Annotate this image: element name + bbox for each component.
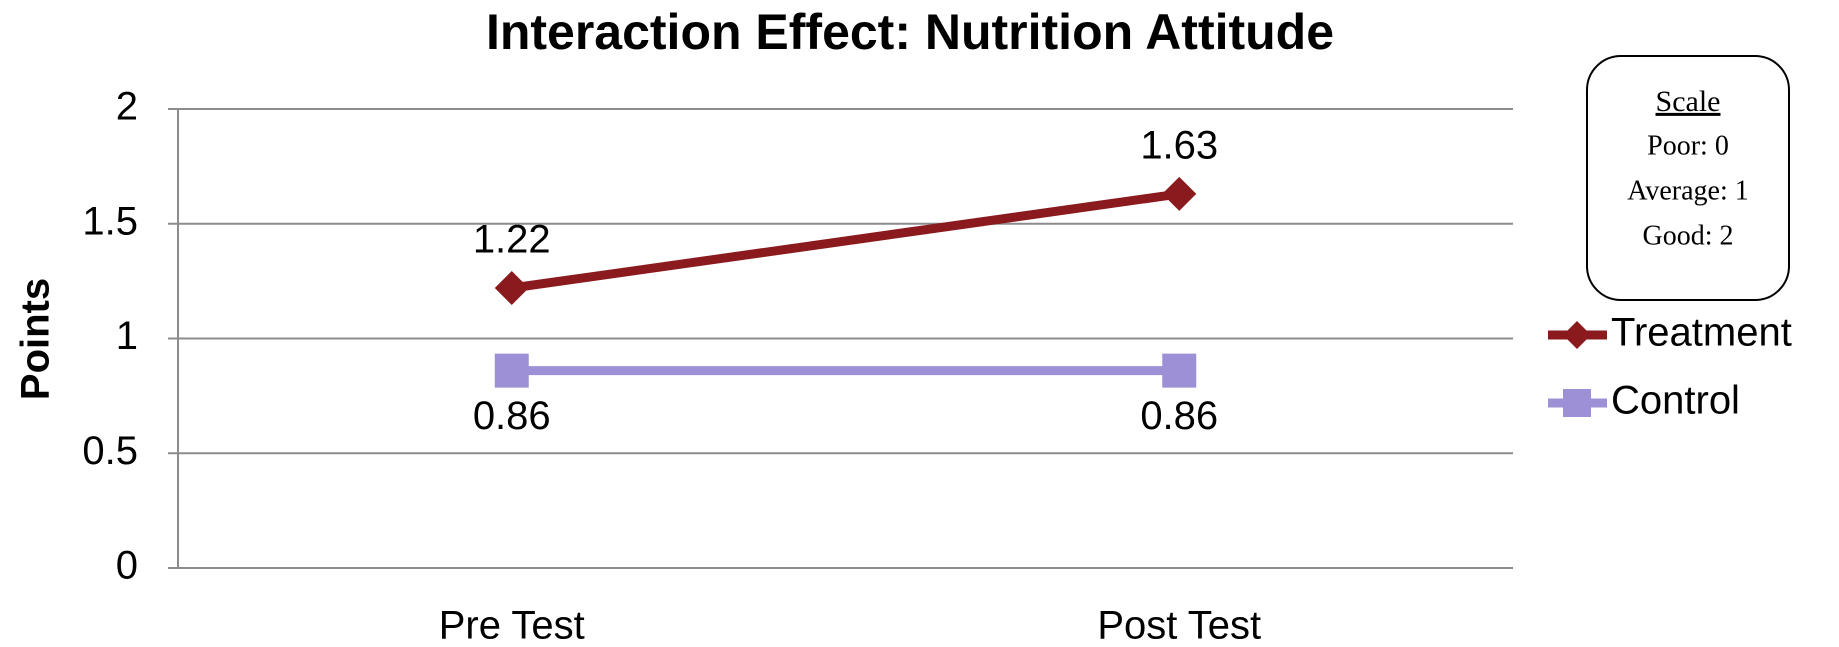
scale-line: Average: 1 bbox=[1627, 175, 1749, 206]
data-point bbox=[494, 353, 529, 388]
data-point bbox=[494, 271, 529, 306]
y-tick-label: 0.5 bbox=[82, 429, 138, 473]
series-line bbox=[511, 189, 1180, 293]
x-tick-label: Post Test bbox=[1097, 604, 1261, 647]
scale-line: Good: 2 bbox=[1643, 220, 1734, 251]
y-tick-label: 0 bbox=[116, 544, 138, 588]
data-label: 0.86 bbox=[473, 394, 551, 438]
data-label: 0.86 bbox=[1140, 394, 1218, 438]
y-tick-label: 2 bbox=[116, 85, 138, 129]
x-tick-label: Pre Test bbox=[439, 604, 585, 647]
y-axis-label: Points bbox=[14, 278, 58, 400]
y-tick-label: 1.5 bbox=[82, 199, 138, 243]
legend-label: Control bbox=[1611, 379, 1740, 423]
data-point bbox=[1162, 353, 1197, 388]
legend-marker bbox=[1563, 389, 1591, 417]
data-label: 1.63 bbox=[1140, 123, 1218, 167]
chart-title: Interaction Effect: Nutrition Attitude bbox=[486, 4, 1334, 60]
legend-label: Treatment bbox=[1611, 311, 1792, 355]
data-point bbox=[1162, 176, 1197, 211]
scale-box bbox=[1586, 55, 1790, 301]
scale-line: Poor: 0 bbox=[1647, 130, 1729, 161]
legend-marker bbox=[1563, 321, 1591, 349]
data-label: 1.22 bbox=[473, 218, 551, 262]
scale-title: Scale bbox=[1656, 85, 1721, 118]
y-tick-label: 1 bbox=[116, 314, 138, 358]
